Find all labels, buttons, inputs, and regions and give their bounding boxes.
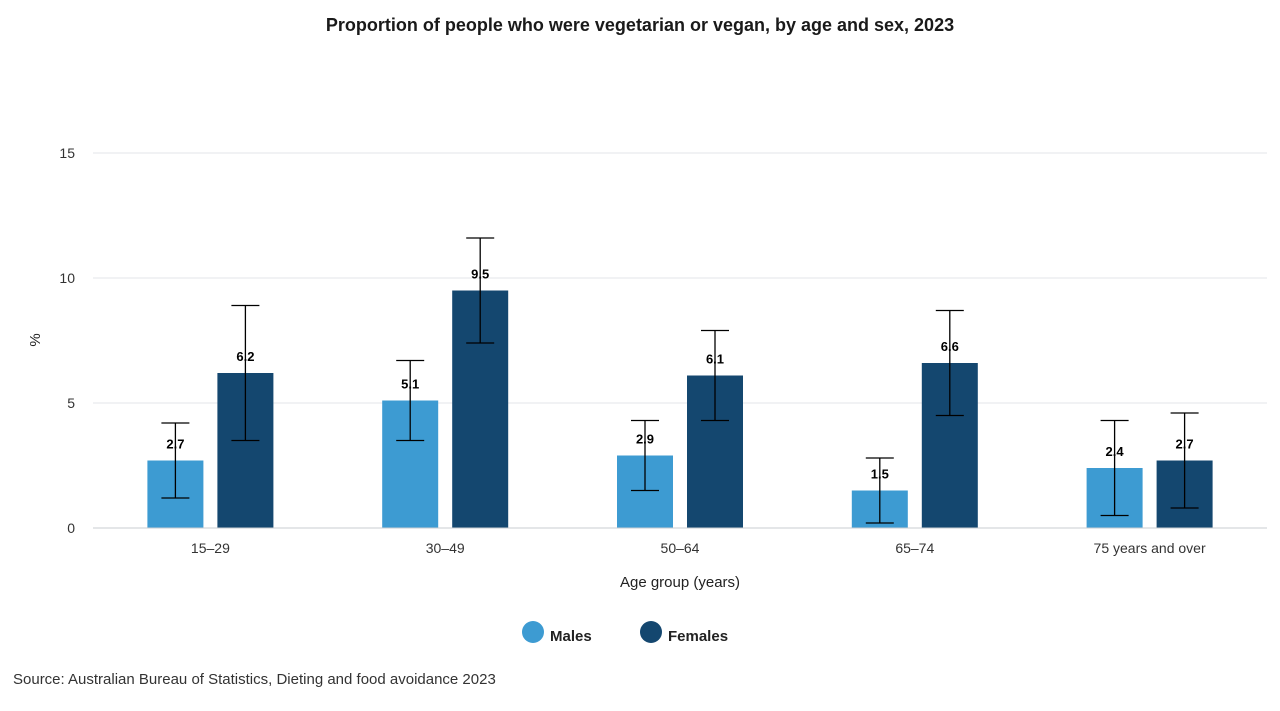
y-tick-label: 15	[59, 145, 75, 161]
y-tick-label: 5	[67, 395, 75, 411]
data-label: 2.7	[166, 437, 184, 452]
legend: Males Females	[522, 621, 728, 645]
bars	[147, 290, 1213, 528]
data-labels: 2.7 6.2 5.1 9.5 2.9 6.1 1.5 6.6 2.4 2.7	[166, 267, 1193, 482]
legend-label-males: Males	[550, 628, 592, 645]
gridlines	[93, 152, 1267, 404]
y-axis-ticks: 0 5 10 15	[59, 145, 75, 536]
data-label: 9.5	[471, 267, 489, 282]
data-label: 6.6	[941, 339, 959, 354]
data-label: 5.1	[401, 377, 419, 392]
y-tick-label: 10	[59, 270, 75, 286]
y-axis-title: %	[27, 333, 44, 346]
x-tick-label: 65–74	[895, 540, 934, 556]
data-label: 1.5	[871, 467, 889, 482]
error-bars	[161, 237, 1199, 524]
x-axis-title: Age group (years)	[620, 574, 740, 591]
data-label: 6.1	[706, 352, 724, 367]
x-tick-label: 30–49	[426, 540, 465, 556]
x-tick-label: 15–29	[191, 540, 230, 556]
x-tick-label: 50–64	[661, 540, 700, 556]
x-tick-label: 75 years and over	[1094, 540, 1206, 556]
legend-label-females: Females	[668, 628, 728, 645]
data-label: 2.9	[636, 432, 654, 447]
data-label: 6.2	[236, 349, 254, 364]
x-axis-ticks: 15–29 30–49 50–64 65–74 75 years and over	[191, 540, 1206, 556]
chart-title: Proportion of people who were vegetarian…	[325, 15, 955, 35]
data-label: 2.4	[1106, 444, 1125, 459]
source-note: Source: Australian Bureau of Statistics,…	[13, 671, 496, 688]
legend-swatch-males	[522, 621, 544, 643]
y-tick-label: 0	[67, 520, 75, 536]
data-label: 2.7	[1176, 437, 1194, 452]
legend-swatch-females	[640, 621, 662, 643]
